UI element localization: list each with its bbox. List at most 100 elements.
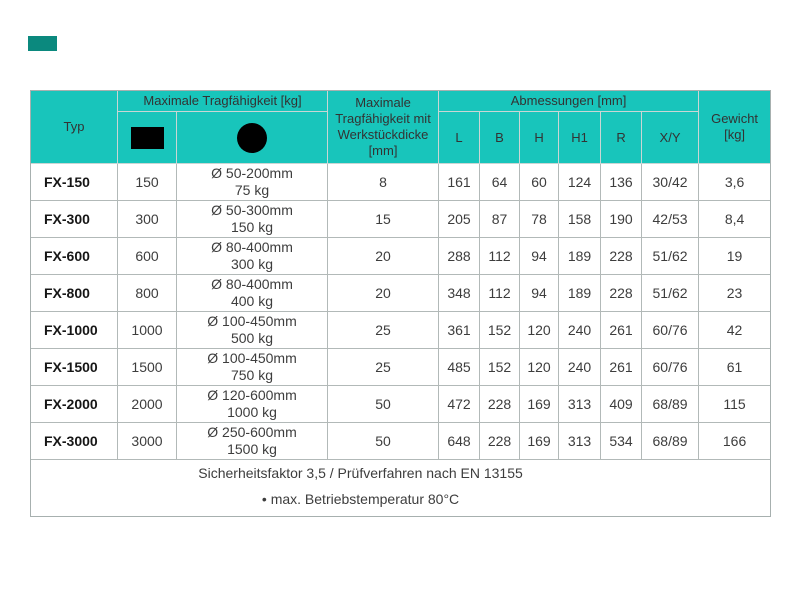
cell-XY: 51/62: [641, 237, 700, 275]
table-row: FX-2000 2000 Ø 120-600mm 1000 kg 50 472 …: [30, 385, 772, 423]
cell-H1: 158: [558, 200, 602, 238]
cell-H: 94: [519, 274, 560, 312]
cell-typ: FX-2000: [30, 385, 118, 423]
cell-R: 261: [600, 348, 643, 386]
cell-H1: 313: [558, 422, 602, 460]
cell-L: 485: [438, 348, 481, 386]
cell-weight: 42: [698, 311, 772, 349]
cell-L: 648: [438, 422, 481, 460]
col-header-H: H: [519, 111, 560, 164]
cell-R: 409: [600, 385, 643, 423]
cell-weight: 61: [698, 348, 772, 386]
footer-line-operating-temperature: • max. Betriebstemperatur 80°C: [261, 491, 460, 507]
cell-typ: FX-600: [30, 237, 118, 275]
cell-B: 152: [479, 311, 521, 349]
cell-typ: FX-150: [30, 163, 118, 201]
cell-thickness: 50: [327, 385, 440, 423]
cell-flat-load: 3000: [117, 422, 177, 460]
col-header-B: B: [479, 111, 521, 164]
cell-R: 228: [600, 237, 643, 275]
cell-thickness: 20: [327, 274, 440, 312]
cell-round-load: Ø 250-600mm 1500 kg: [175, 422, 329, 460]
cell-B: 87: [479, 200, 521, 238]
cell-L: 348: [438, 274, 481, 312]
header-row-groups: Typ Maximale Tragfähigkeit [kg] Maximale…: [30, 90, 772, 164]
footer-row: Sicherheitsfaktor 3,5 / Prüfverfahren na…: [29, 459, 772, 517]
cell-XY: 68/89: [641, 422, 700, 460]
cell-R: 136: [600, 163, 643, 201]
table-row: FX-600 600 Ø 80-400mm 300 kg 20 288 112 …: [30, 237, 772, 275]
footer-line-safety-factor: Sicherheitsfaktor 3,5 / Prüfverfahren na…: [198, 465, 523, 481]
cell-H: 169: [519, 385, 560, 423]
col-header-thickness: Maximale Tragfähigkeit mit Werkstückdick…: [327, 90, 440, 164]
cell-H1: 240: [558, 348, 602, 386]
cell-round-load: Ø 100-450mm 750 kg: [175, 348, 329, 386]
cell-H: 60: [519, 163, 560, 201]
cell-flat-load: 600: [117, 237, 177, 275]
cell-L: 288: [438, 237, 481, 275]
cell-L: 472: [438, 385, 481, 423]
cell-XY: 42/53: [641, 200, 700, 238]
cell-typ: FX-800: [30, 274, 118, 312]
table-row: FX-3000 3000 Ø 250-600mm 1500 kg 50 648 …: [30, 422, 772, 460]
cell-H1: 189: [558, 237, 602, 275]
cell-B: 228: [479, 385, 521, 423]
cell-round-load: Ø 100-450mm 500 kg: [175, 311, 329, 349]
cell-thickness: 50: [327, 422, 440, 460]
cell-round-load: Ø 50-200mm 75 kg: [175, 163, 329, 201]
circle-icon: [237, 122, 267, 153]
cell-R: 228: [600, 274, 643, 312]
cell-thickness: 15: [327, 200, 440, 238]
cell-R: 534: [600, 422, 643, 460]
cell-flat-load: 1000: [117, 311, 177, 349]
col-header-weight: Gewicht [kg]: [698, 90, 772, 164]
cell-thickness: 25: [327, 348, 440, 386]
table-row: FX-1500 1500 Ø 100-450mm 750 kg 25 485 1…: [30, 348, 772, 386]
col-header-round-workpiece: [175, 111, 329, 164]
cell-round-load: Ø 120-600mm 1000 kg: [175, 385, 329, 423]
col-header-flat-workpiece: [117, 111, 177, 164]
rectangle-icon: [130, 126, 164, 149]
cell-H: 120: [519, 311, 560, 349]
cell-B: 112: [479, 237, 521, 275]
cell-thickness: 8: [327, 163, 440, 201]
cell-B: 112: [479, 274, 521, 312]
cell-H: 78: [519, 200, 560, 238]
cell-weight: 3,6: [698, 163, 772, 201]
cell-B: 64: [479, 163, 521, 201]
cell-H1: 313: [558, 385, 602, 423]
header-row-subcolumns: L B H H1 R X/Y: [31, 111, 771, 164]
cell-B: 228: [479, 422, 521, 460]
cell-R: 261: [600, 311, 643, 349]
cell-XY: 60/76: [641, 348, 700, 386]
cell-R: 190: [600, 200, 643, 238]
cell-round-load: Ø 80-400mm 300 kg: [175, 237, 329, 275]
cell-weight: 166: [698, 422, 772, 460]
cell-L: 161: [438, 163, 481, 201]
cell-XY: 68/89: [641, 385, 700, 423]
col-header-typ: Typ: [30, 90, 118, 164]
col-header-XY: X/Y: [641, 111, 700, 164]
cell-H1: 124: [558, 163, 602, 201]
cell-XY: 30/42: [641, 163, 700, 201]
cell-B: 152: [479, 348, 521, 386]
cell-typ: FX-3000: [30, 422, 118, 460]
cell-H: 169: [519, 422, 560, 460]
cell-L: 205: [438, 200, 481, 238]
cell-weight: 115: [698, 385, 772, 423]
col-header-dimensions-group: Abmessungen [mm]: [438, 90, 700, 112]
table-row: FX-300 300 Ø 50-300mm 150 kg 15 205 87 7…: [30, 200, 772, 238]
cell-round-load: Ø 80-400mm 400 kg: [175, 274, 329, 312]
cell-XY: 51/62: [641, 274, 700, 312]
cell-flat-load: 1500: [117, 348, 177, 386]
teal-accent-rectangle: [28, 36, 57, 51]
col-header-L: L: [438, 111, 481, 164]
cell-typ: FX-1000: [30, 311, 118, 349]
table-row: FX-150 150 Ø 50-200mm 75 kg 8 161 64 60 …: [30, 163, 772, 201]
cell-weight: 23: [698, 274, 772, 312]
cell-H: 120: [519, 348, 560, 386]
cell-round-load: Ø 50-300mm 150 kg: [175, 200, 329, 238]
cell-weight: 8,4: [698, 200, 772, 238]
specs-table: Typ Maximale Tragfähigkeit [kg] Maximale…: [29, 90, 772, 517]
